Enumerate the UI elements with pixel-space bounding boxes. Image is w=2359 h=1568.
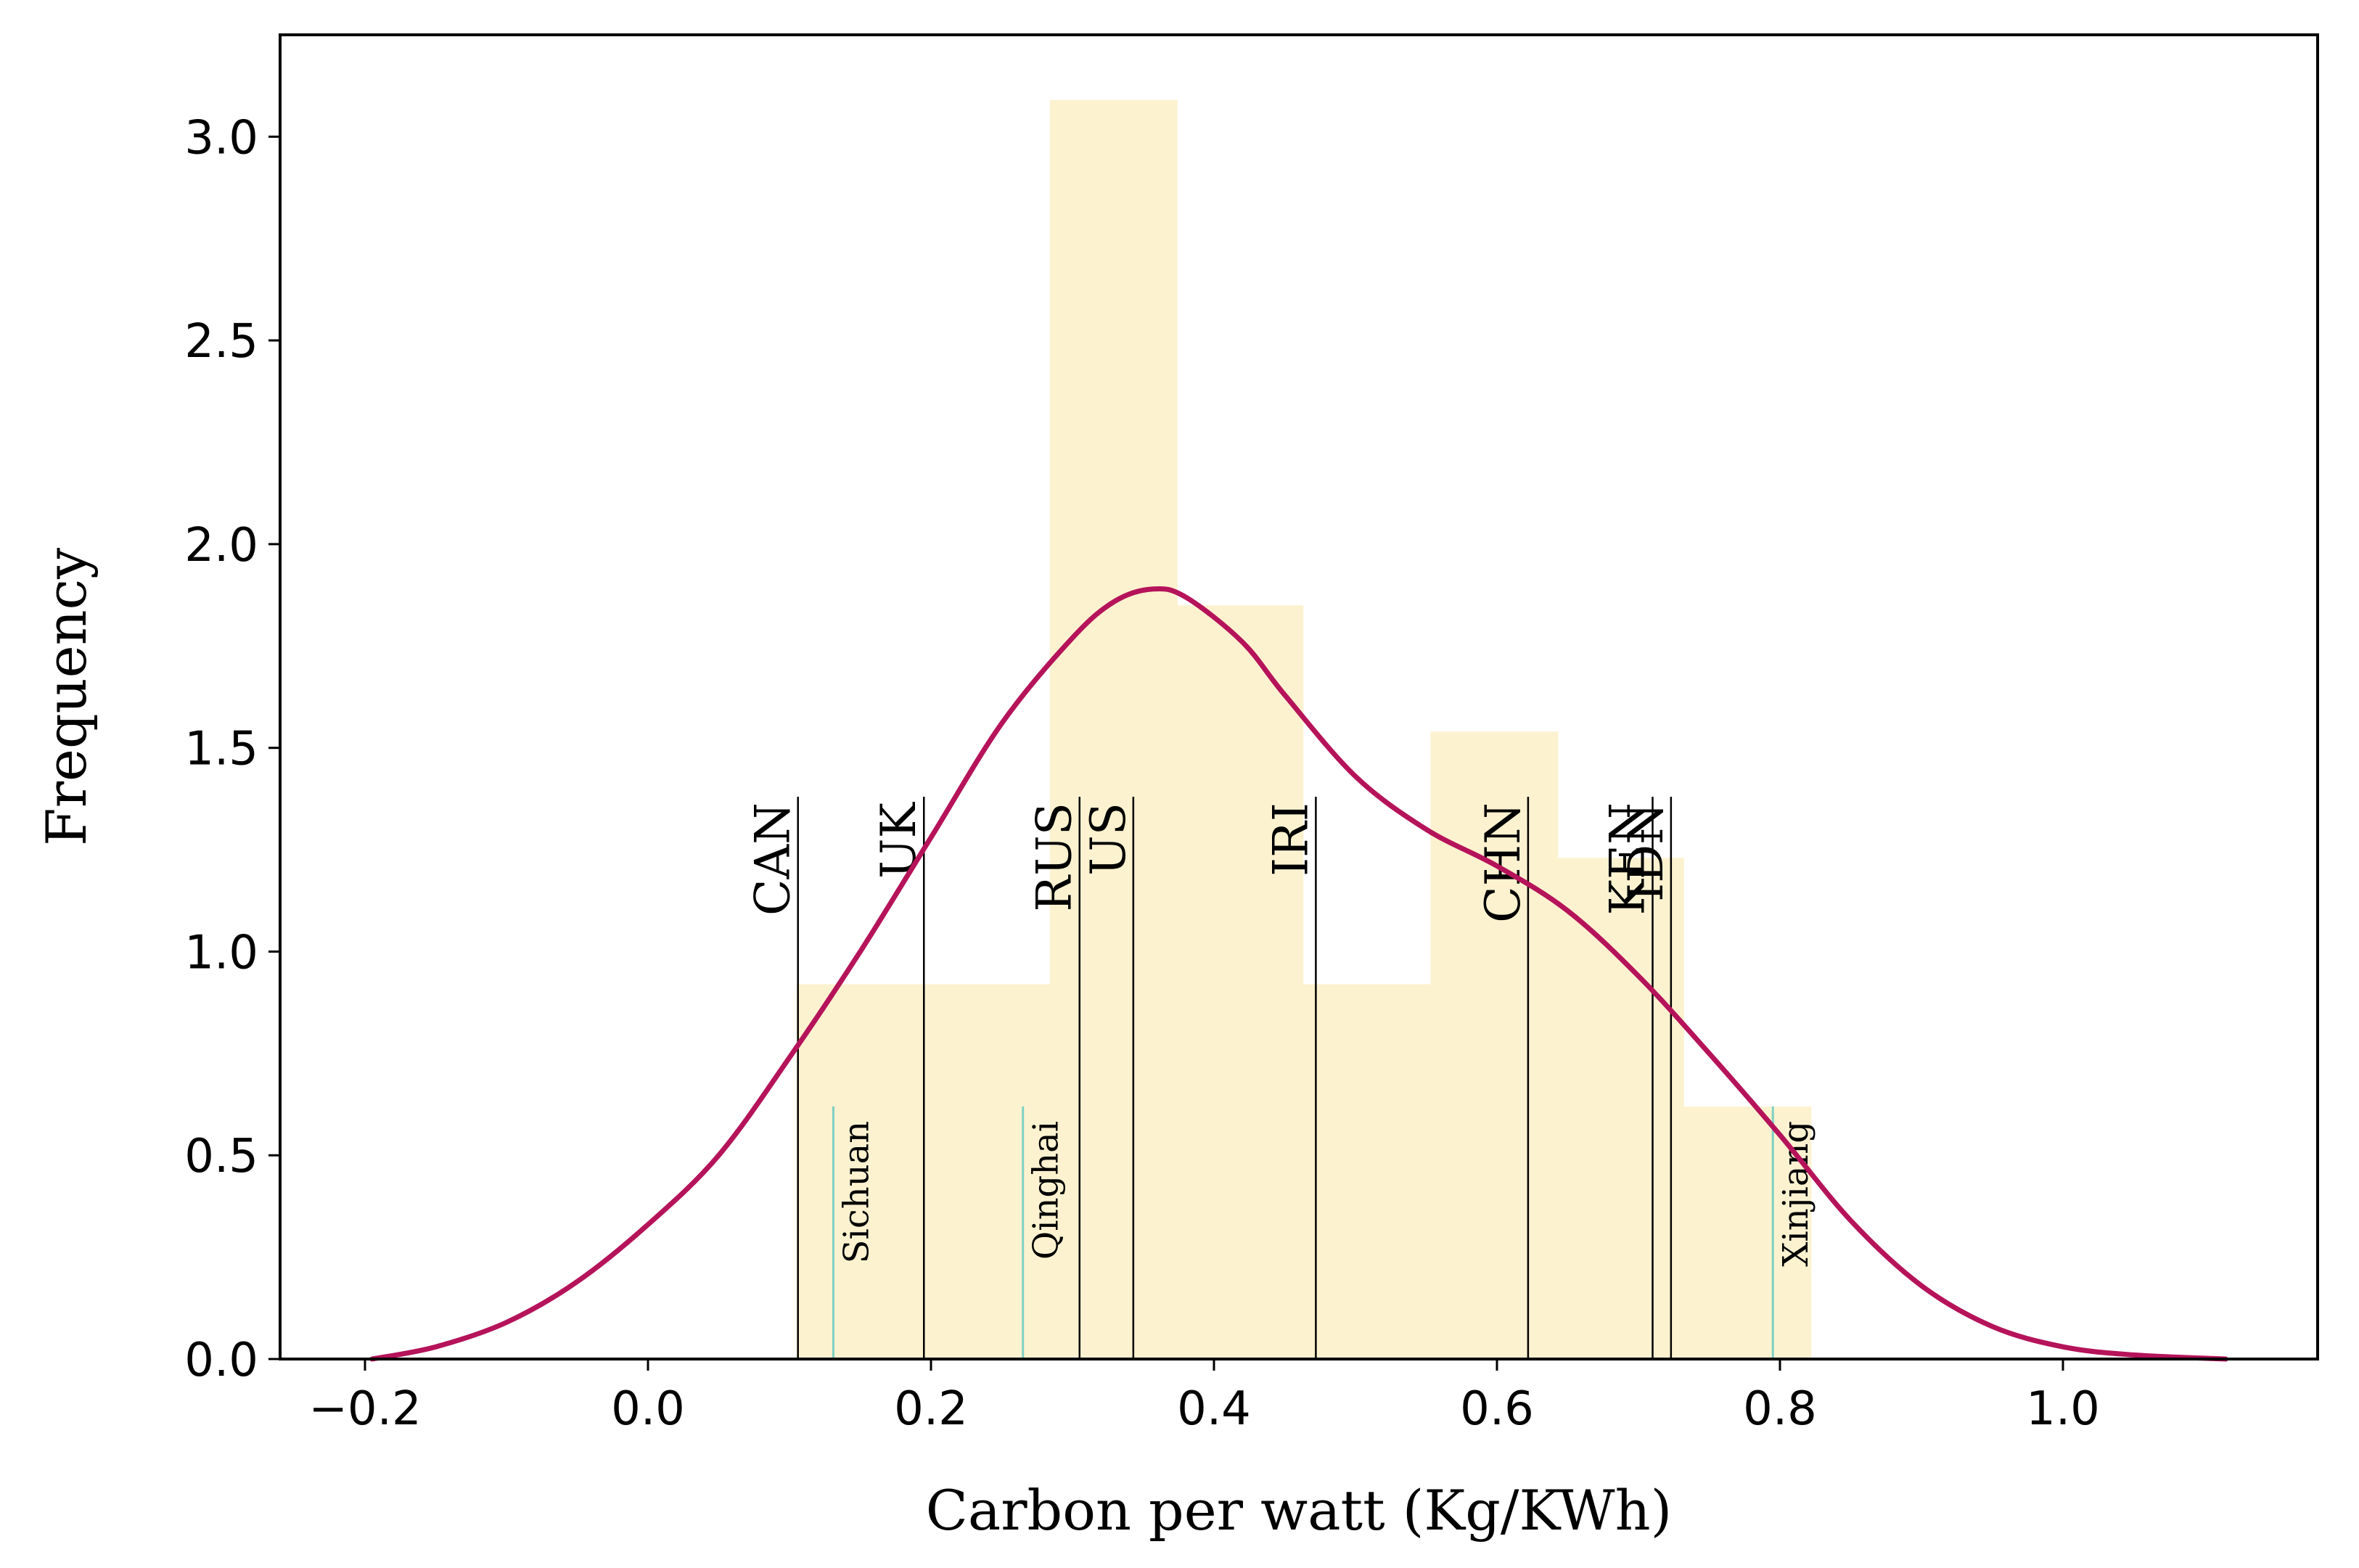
y-tick-label: 1.0 xyxy=(184,926,258,980)
x-tick-label: 0.2 xyxy=(894,1382,968,1436)
province-label-qinghai: Qinghai xyxy=(1026,1121,1067,1260)
y-tick-label: 0.5 xyxy=(184,1130,258,1183)
country-label-chn: CHN xyxy=(1475,803,1531,923)
kde-layer xyxy=(369,586,2228,1362)
histogram-bars xyxy=(796,99,1812,1360)
country-label-iri: IRI xyxy=(1263,803,1318,877)
y-tick-label: 3.0 xyxy=(184,111,258,165)
country-label-idn: IDN xyxy=(1618,803,1674,902)
province-markers: Sichuan Qinghai Xinjiang xyxy=(832,1106,1816,1359)
y-axis-ticks: 0.0 0.5 1.0 1.5 2.0 2.5 3.0 xyxy=(184,111,280,1387)
histogram-bar-5 xyxy=(1302,984,1431,1359)
x-axis-title: Carbon per watt (Kg/KWh) xyxy=(926,1478,1673,1543)
country-label-us: US xyxy=(1080,803,1136,876)
plot-frame xyxy=(279,33,2319,1360)
x-tick-label: 0.6 xyxy=(1460,1382,1534,1436)
province-label-sichuan: Sichuan xyxy=(836,1121,877,1263)
y-tick-label: 0.0 xyxy=(184,1334,258,1387)
histogram-bar-7 xyxy=(1557,858,1684,1359)
country-label-rus: RUS xyxy=(1027,803,1083,912)
histogram-bar-4 xyxy=(1177,605,1304,1360)
histogram-bar-6 xyxy=(1430,731,1559,1359)
country-label-uk: UK xyxy=(871,801,927,879)
x-axis-ticks: −0.2 0.0 0.2 0.4 0.6 0.8 1.0 xyxy=(308,1359,2100,1436)
y-tick-label: 1.5 xyxy=(184,723,258,776)
y-tick-label: 2.0 xyxy=(184,519,258,572)
x-tick-label: 0.8 xyxy=(1743,1382,1817,1436)
country-label-can: CAN xyxy=(745,803,801,916)
x-tick-label: 0.4 xyxy=(1177,1382,1251,1436)
kde-curve xyxy=(369,586,2228,1362)
y-tick-label: 2.5 xyxy=(184,315,258,369)
histogram-bar-3 xyxy=(1049,99,1178,1359)
x-tick-label: −0.2 xyxy=(308,1382,421,1436)
histogram-bar-2 xyxy=(924,984,1051,1359)
x-tick-label: 0.0 xyxy=(611,1382,685,1436)
province-label-xinjiang: Xinjiang xyxy=(1776,1121,1816,1267)
y-axis-title: Frequency xyxy=(34,548,99,846)
histogram-bar-1 xyxy=(796,984,924,1359)
country-label-ken: KEN xyxy=(1600,803,1656,915)
x-tick-label: 1.0 xyxy=(2026,1382,2100,1436)
